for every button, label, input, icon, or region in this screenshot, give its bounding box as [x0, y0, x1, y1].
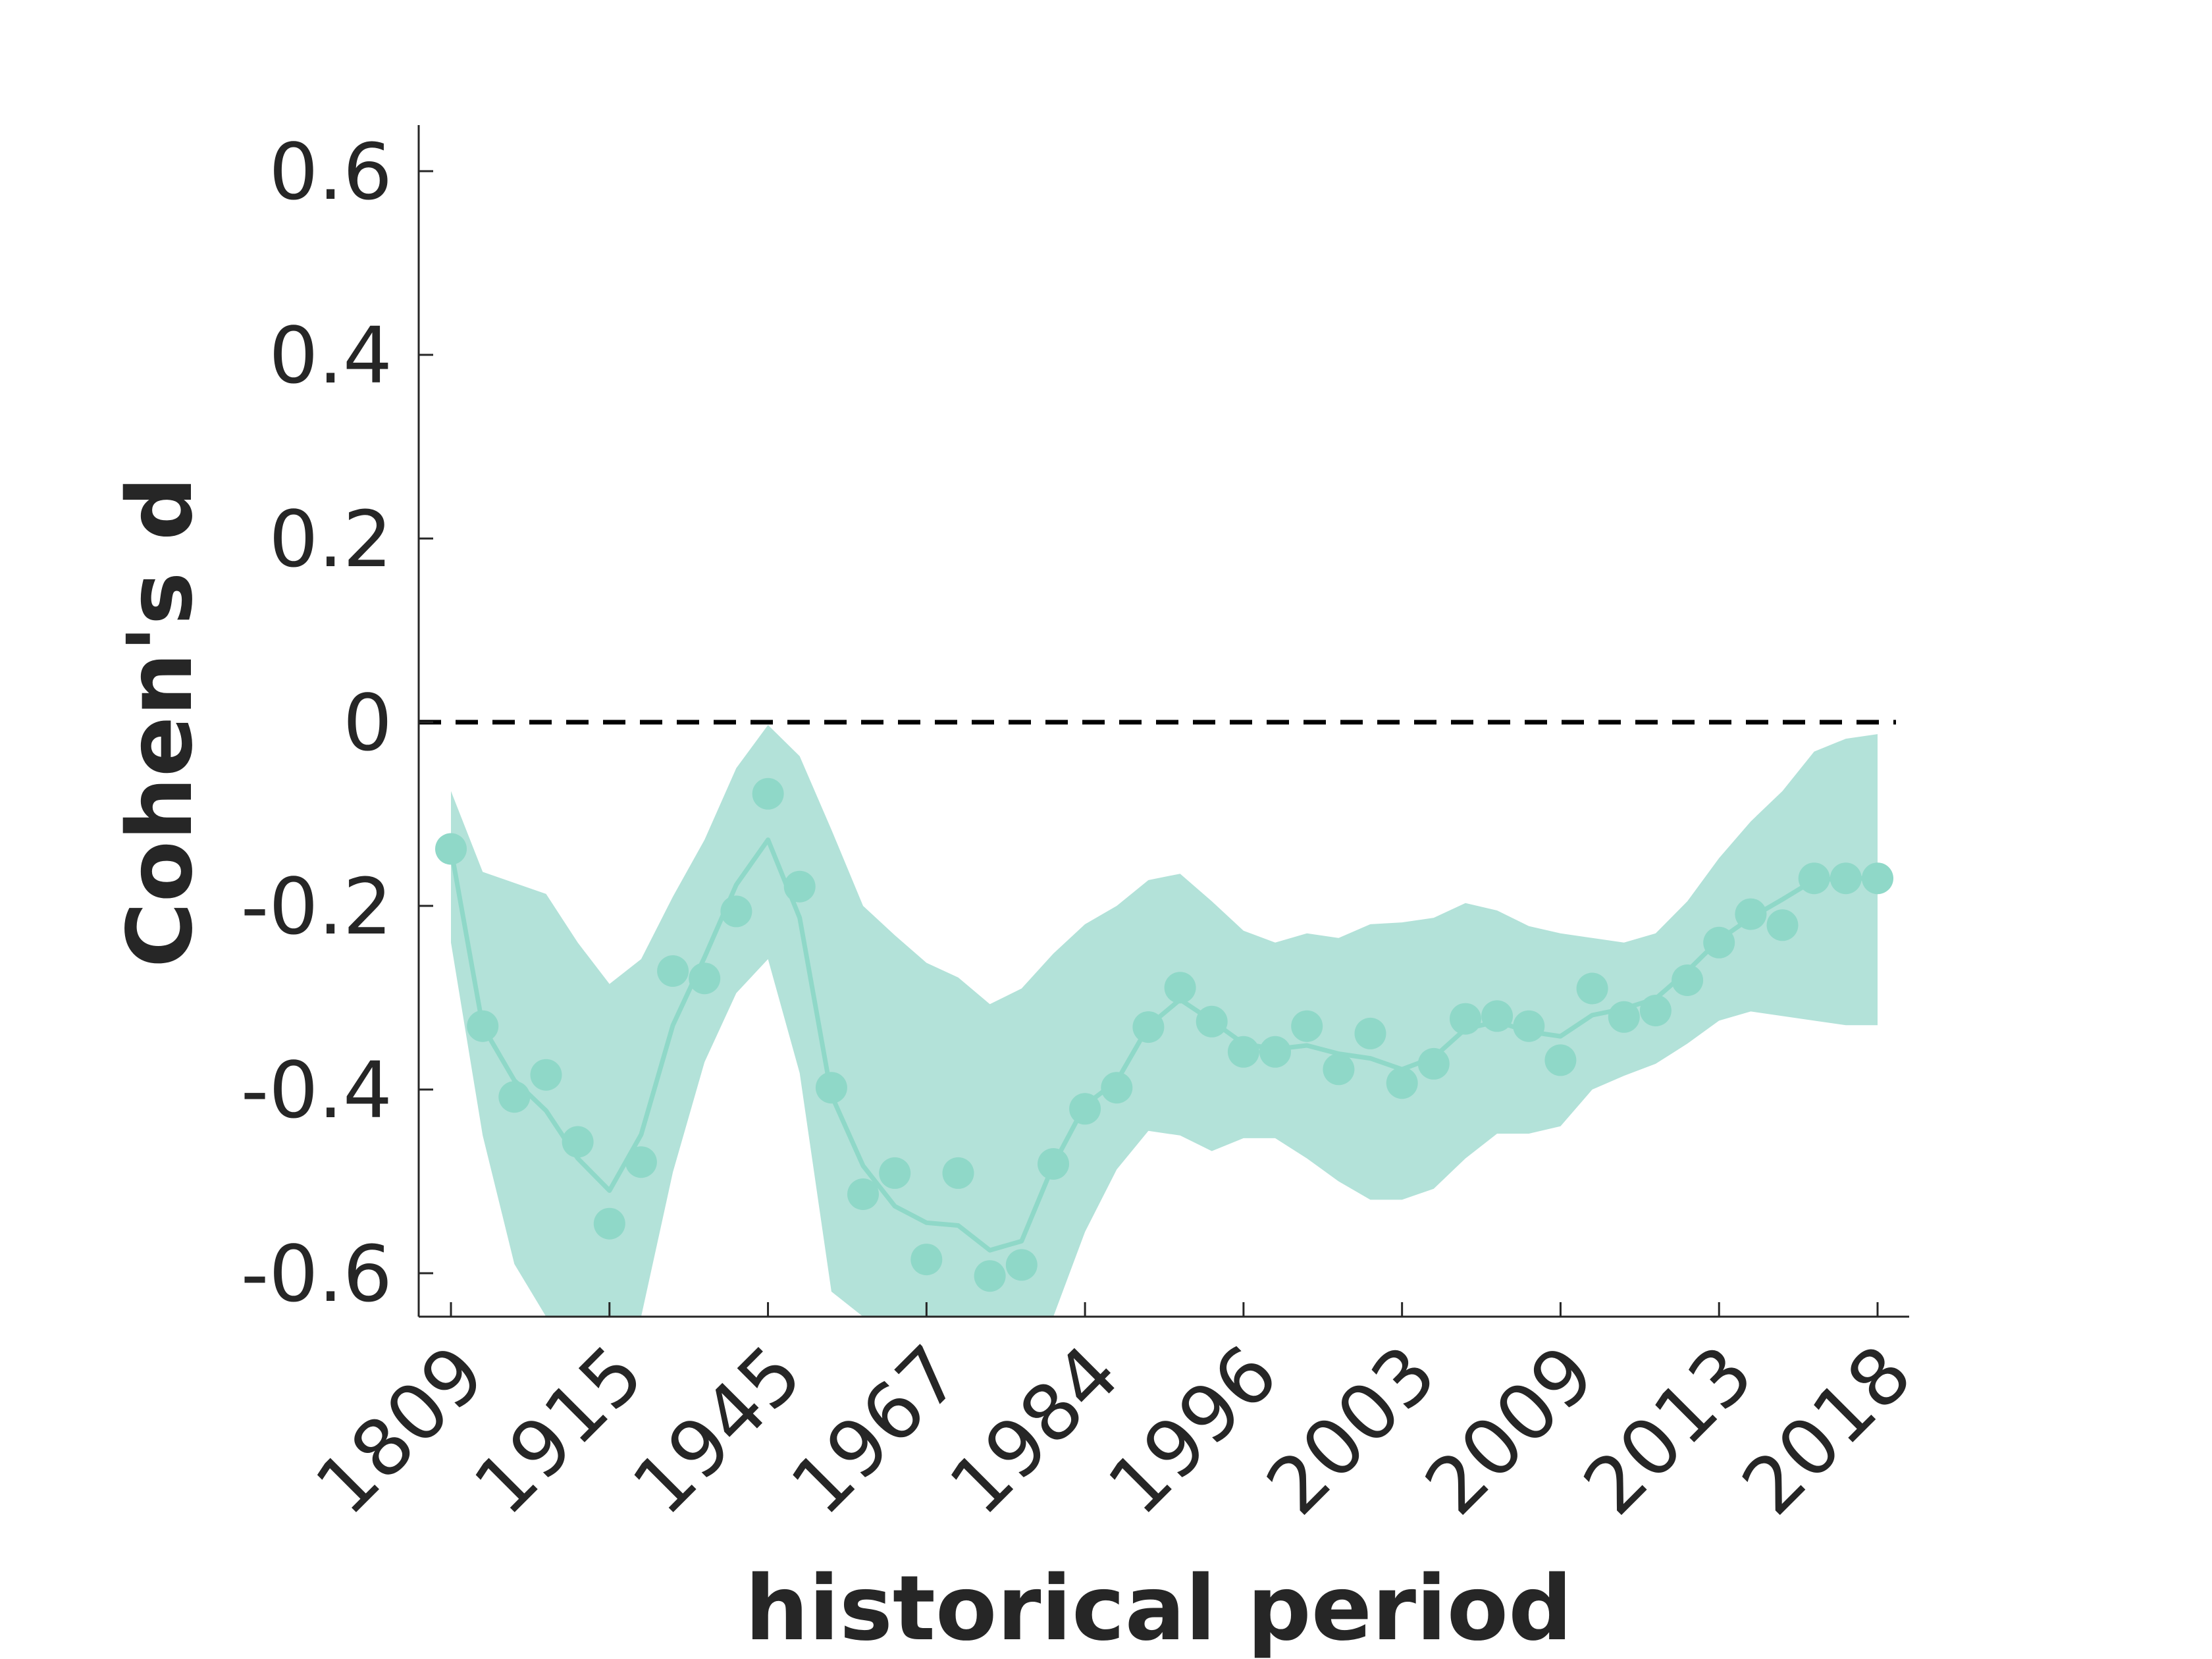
- data-point: [1101, 1072, 1133, 1104]
- y-tick-label: 0.2: [269, 494, 392, 585]
- data-point: [1132, 1011, 1165, 1043]
- data-point: [1576, 972, 1608, 1005]
- data-point: [1069, 1093, 1101, 1125]
- x-tick-label: 1984: [932, 1328, 1136, 1532]
- data-point: [783, 870, 816, 903]
- data-point: [1227, 1036, 1259, 1068]
- x-tick-label: 2009: [1408, 1328, 1612, 1532]
- data-point: [467, 1010, 499, 1042]
- x-tick-label: 1996: [1091, 1328, 1295, 1532]
- y-tick-label: -0.2: [241, 861, 392, 952]
- data-point: [1450, 1003, 1481, 1035]
- data-point: [1798, 862, 1830, 895]
- confidence-band: [451, 725, 1878, 1317]
- y-tick-label: 0.6: [269, 126, 392, 217]
- data-point: [1417, 1047, 1450, 1080]
- data-point: [1703, 926, 1735, 959]
- data-point: [1830, 862, 1862, 895]
- data-point: [1862, 862, 1893, 895]
- data-point: [1164, 972, 1196, 1004]
- y-ticks: 0.6 0.4 0.2 0 -0.2 -0.4 -0.6: [241, 126, 433, 1319]
- data-point: [435, 833, 467, 865]
- data-point: [593, 1207, 625, 1240]
- data-point: [815, 1072, 847, 1104]
- data-point: [752, 777, 784, 810]
- data-point: [1544, 1044, 1577, 1076]
- data-point: [1735, 898, 1767, 930]
- data-point: [530, 1059, 562, 1091]
- data-point: [562, 1126, 594, 1158]
- y-axis: 0.6 0.4 0.2 0 -0.2 -0.4 -0.6: [241, 125, 433, 1319]
- data-point: [689, 962, 721, 995]
- x-tick-label: 1809: [298, 1328, 502, 1532]
- data-point: [1639, 995, 1672, 1026]
- y-tick-label: 0: [343, 677, 392, 768]
- x-tick-label: 1945: [615, 1328, 819, 1532]
- data-point: [942, 1157, 974, 1189]
- data-point: [1196, 1005, 1228, 1038]
- y-tick-label: -0.6: [241, 1228, 392, 1319]
- x-tick-label: 1967: [774, 1328, 978, 1532]
- data-point: [1481, 1000, 1514, 1032]
- data-point: [879, 1157, 911, 1189]
- data-point: [657, 955, 689, 987]
- data-point: [1038, 1148, 1069, 1180]
- data-points: [435, 777, 1893, 1292]
- y-axis-title: Cohen's d: [109, 477, 213, 968]
- x-tick-label: 2003: [1250, 1328, 1454, 1532]
- data-point: [1354, 1017, 1386, 1049]
- data-point: [625, 1146, 657, 1178]
- data-point: [1291, 1010, 1323, 1042]
- series-line: [448, 837, 1878, 1253]
- data-point: [720, 895, 752, 928]
- x-tick-label: 2018: [1725, 1328, 1929, 1532]
- data-point: [974, 1260, 1006, 1292]
- data-point: [1323, 1053, 1355, 1086]
- plot-area: [419, 720, 1896, 1317]
- data-point: [1259, 1036, 1291, 1068]
- x-tick-label: 2013: [1566, 1328, 1770, 1532]
- y-tick-label: 0.4: [269, 310, 392, 401]
- data-point: [1672, 964, 1704, 996]
- data-point: [1386, 1067, 1418, 1099]
- data-point: [847, 1178, 879, 1210]
- y-tick-label: -0.4: [241, 1045, 392, 1136]
- data-point: [1766, 909, 1799, 941]
- data-point: [1513, 1010, 1545, 1042]
- data-point: [910, 1244, 943, 1276]
- x-tick-label: 1915: [457, 1328, 661, 1532]
- data-point: [1005, 1249, 1038, 1281]
- data-point: [498, 1081, 531, 1113]
- data-point: [1608, 1001, 1640, 1033]
- x-axis-title: historical period: [745, 1557, 1573, 1659]
